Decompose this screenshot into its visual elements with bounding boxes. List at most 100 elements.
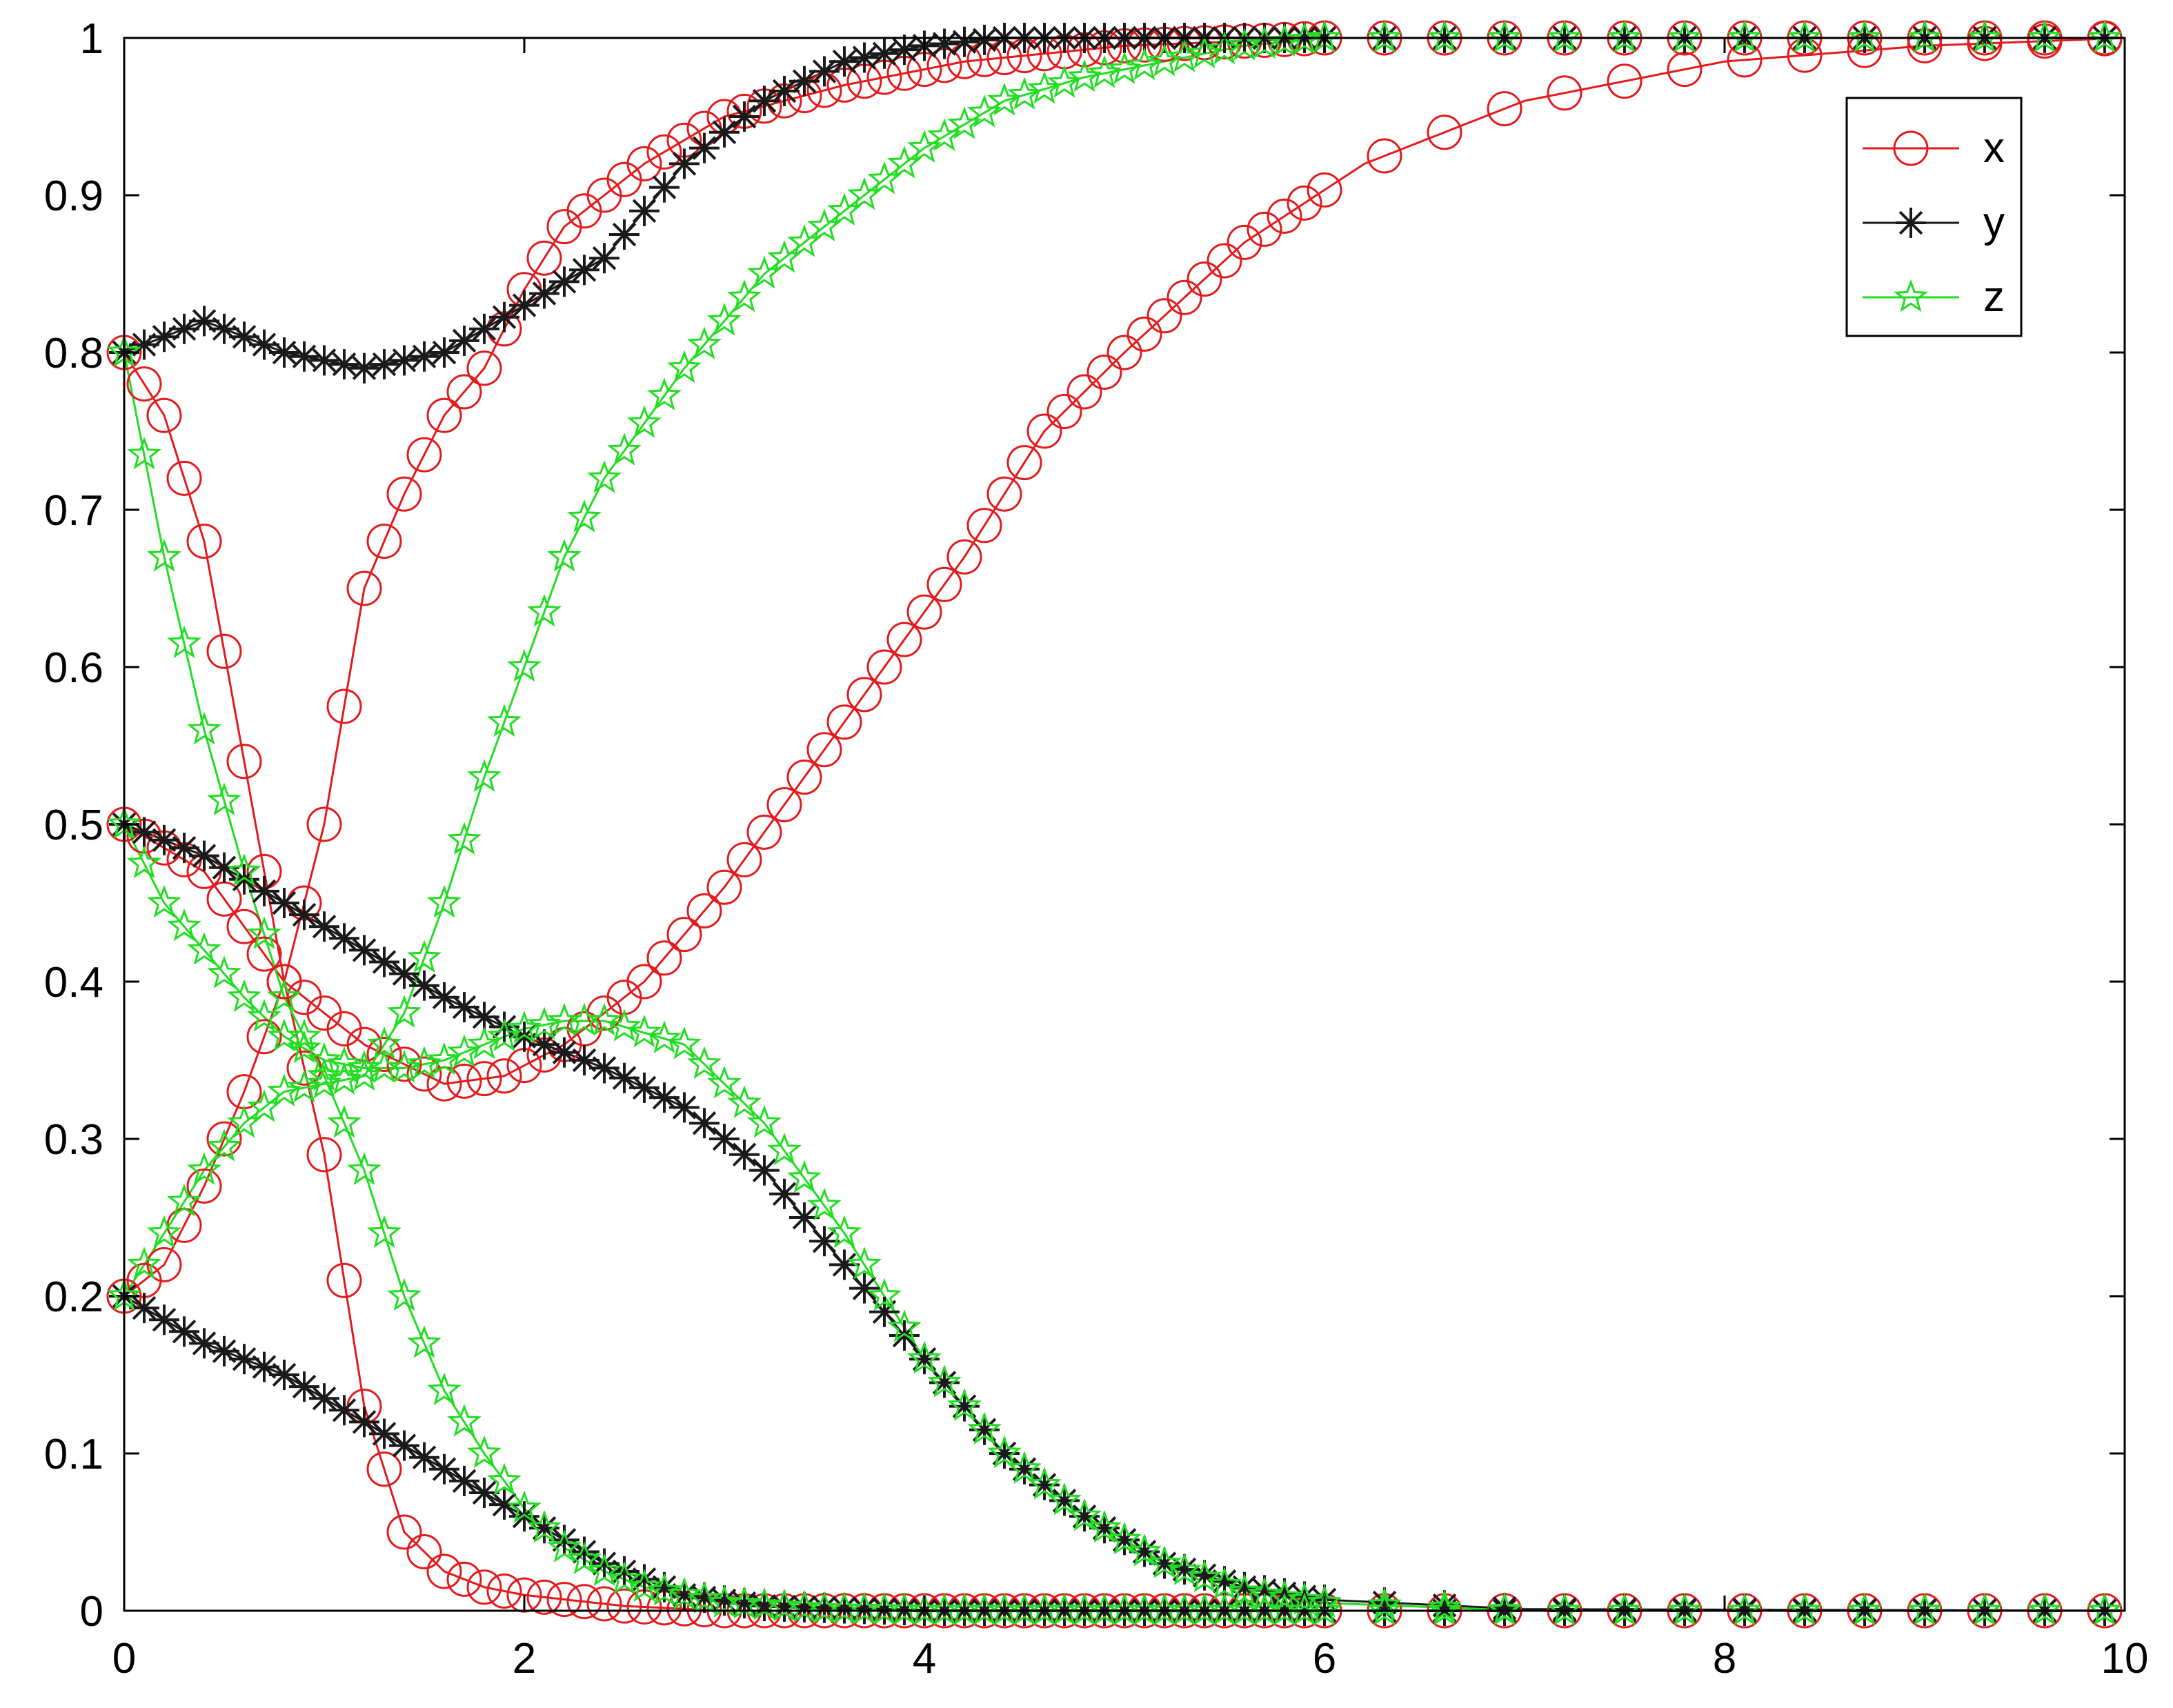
series-x-marker — [206, 633, 242, 669]
series-z-marker — [407, 940, 441, 973]
legend-label: x — [1983, 124, 2005, 172]
series-x-marker — [146, 1247, 182, 1282]
series-z-marker — [187, 711, 221, 745]
series-z-marker — [1967, 1592, 2002, 1626]
series-x-marker — [626, 964, 662, 1000]
series-z-marker — [407, 1325, 441, 1358]
series-z-marker — [987, 82, 1022, 116]
series-z-marker — [307, 1042, 341, 1075]
series-y-marker — [789, 1202, 820, 1233]
series-y-marker — [649, 172, 679, 203]
series-z-marker — [207, 1129, 241, 1162]
series-z-marker — [1727, 1592, 1762, 1626]
series-z-marker — [707, 1065, 742, 1099]
series-z-marker — [127, 436, 161, 470]
legend-marker — [1896, 208, 1926, 238]
series-z-marker — [727, 1085, 762, 1118]
series-x-marker — [846, 677, 882, 713]
series-z-marker — [1007, 1451, 1042, 1484]
series-z-marker — [1607, 1592, 1642, 1626]
x-tick-label: 10 — [2101, 1635, 2149, 1682]
series-z-marker — [967, 95, 1002, 128]
series-x-marker — [1187, 261, 1222, 297]
series-z-marker — [187, 932, 221, 965]
x-tick-label: 2 — [513, 1635, 536, 1682]
series-x-marker — [146, 397, 182, 433]
series-y-marker — [609, 219, 639, 250]
series-z-marker — [427, 884, 462, 918]
series-z-marker — [1847, 1592, 1882, 1626]
series-z-marker — [1667, 19, 1702, 53]
series-z-marker — [587, 460, 622, 493]
legend-entry-x: x — [1863, 124, 2005, 172]
series-y-marker — [709, 1124, 740, 1154]
series-x-marker — [1487, 91, 1522, 127]
series-y-marker — [429, 337, 459, 368]
y-tick-label: 0.5 — [44, 802, 103, 849]
y-tick-label: 1 — [80, 15, 103, 63]
series-x-marker — [306, 806, 342, 842]
series-x-marker — [326, 688, 362, 724]
series-y-marker — [669, 1092, 699, 1123]
series-z-marker — [567, 1541, 602, 1575]
series-z-marker — [447, 1034, 482, 1067]
series-z-marker — [647, 377, 682, 410]
series-x-marker — [386, 1046, 422, 1082]
series-y-marker — [729, 1139, 760, 1170]
series-y-marker — [369, 349, 399, 380]
series-z-marker — [1227, 28, 1262, 61]
series-x-marker — [1267, 198, 1302, 234]
series-z-marker — [447, 1404, 482, 1437]
y-tick-label: 0.3 — [44, 1116, 103, 1164]
series-z-marker — [1727, 19, 1762, 53]
series-z-marker — [147, 884, 181, 918]
legend: xyz — [1845, 97, 2023, 337]
series-x-marker — [546, 1582, 582, 1618]
series-z-marker — [587, 1553, 622, 1587]
series-z-marker — [607, 1009, 642, 1042]
series-z-marker — [2087, 19, 2122, 53]
series-z-marker — [147, 539, 181, 572]
legend-label: y — [1983, 199, 2005, 246]
series-x-marker — [1147, 298, 1182, 334]
series-z-marker — [787, 1589, 822, 1623]
series-x-marker — [406, 1534, 442, 1569]
series-y-marker — [429, 982, 459, 1013]
series-z-marker — [167, 625, 201, 659]
series-z-marker — [467, 1026, 502, 1060]
series-y-marker — [149, 321, 179, 352]
series-z-marker — [387, 1278, 421, 1311]
series-z-marker — [707, 1585, 742, 1618]
series-y-marker — [169, 833, 199, 864]
series-z-marker — [467, 759, 502, 792]
series-z-marker — [527, 593, 562, 627]
series-z-marker — [1487, 19, 1522, 53]
series-z-marker — [307, 1057, 341, 1091]
series-z-marker — [807, 1187, 842, 1221]
series-z-marker — [387, 995, 421, 1028]
series-y-marker — [209, 852, 239, 883]
series-x-marker — [486, 1058, 522, 1094]
series-y-marker — [289, 900, 319, 931]
series-z-marker — [1147, 1545, 1182, 1578]
series-x-marker — [126, 366, 162, 402]
series-x-marker — [646, 134, 682, 170]
series-y-marker — [409, 341, 439, 372]
series-x-marker — [1066, 374, 1102, 410]
markers-layer — [106, 19, 2123, 1629]
series-y-marker — [209, 313, 239, 344]
series-z-marker — [1667, 1592, 1702, 1626]
series-z-marker — [507, 1490, 542, 1524]
series-x-marker — [1547, 75, 1582, 111]
series-z-marker — [927, 118, 962, 151]
series-z-marker — [207, 782, 241, 816]
series-x-marker — [906, 594, 942, 630]
series-z-marker — [987, 1435, 1022, 1469]
series-z-marker — [1287, 1582, 1322, 1615]
series-z-marker — [487, 704, 522, 737]
series-z-marker — [247, 916, 281, 949]
series-z-marker — [1367, 19, 1402, 53]
series-z-marker — [347, 1152, 381, 1185]
series-z-marker — [467, 1435, 502, 1469]
series-z-marker — [647, 1020, 682, 1053]
